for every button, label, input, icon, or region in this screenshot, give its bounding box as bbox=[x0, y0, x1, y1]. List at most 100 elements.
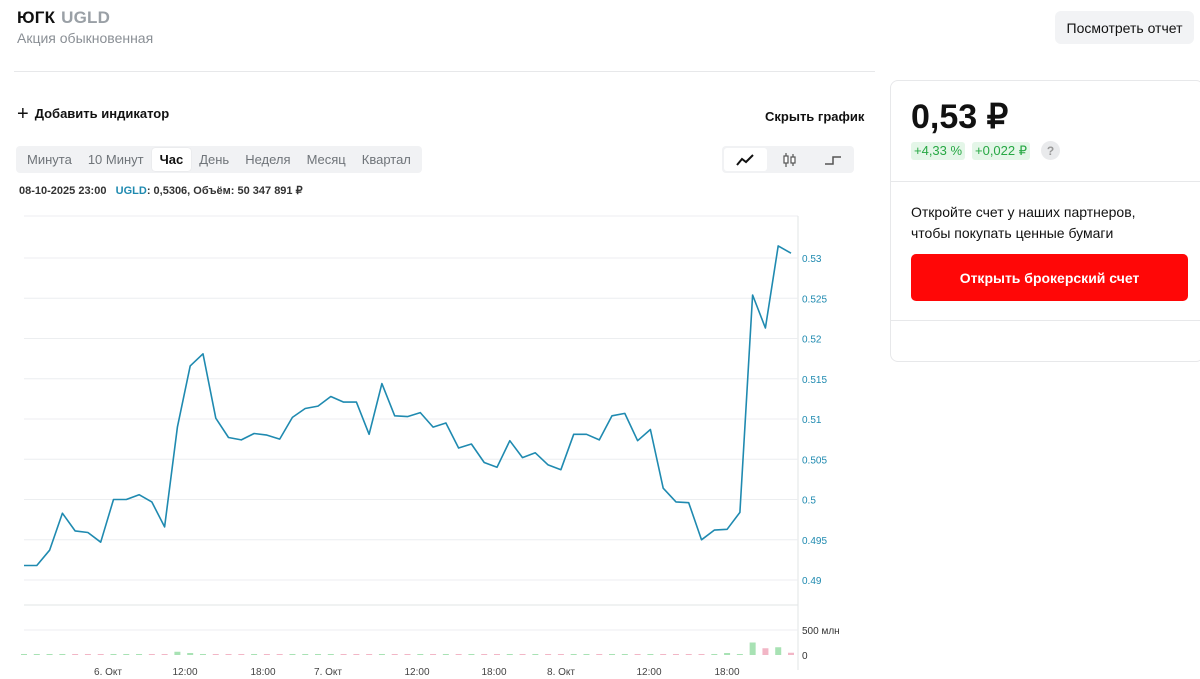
candlestick-icon bbox=[783, 152, 796, 167]
quote-panel: 0,53 ₽ +4,33 % +0,022 ₽ ? Откройте счет … bbox=[890, 80, 1200, 362]
volume-bar bbox=[136, 654, 143, 655]
volume-bar bbox=[736, 654, 743, 655]
volume-tick-label: 500 млн bbox=[802, 626, 840, 637]
volume-bar bbox=[123, 654, 130, 655]
promo-text: Откройте счет у наших партнеров, чтобы п… bbox=[911, 204, 1136, 241]
volume-bar bbox=[775, 647, 782, 655]
volume-bar bbox=[596, 654, 603, 655]
period-minute[interactable]: Минута bbox=[27, 152, 72, 167]
volume-bar bbox=[391, 654, 398, 655]
step-chart-button[interactable] bbox=[811, 146, 854, 173]
add-indicator-label: Добавить индикатор bbox=[34, 106, 170, 121]
volume-bar bbox=[468, 654, 475, 655]
volume-bar bbox=[557, 654, 564, 655]
volume-bar bbox=[519, 654, 526, 655]
volume-bar bbox=[430, 654, 437, 655]
volume-bar bbox=[404, 654, 411, 655]
volume-tick-label: 0 bbox=[802, 651, 808, 662]
x-tick-label: 12:00 bbox=[636, 667, 661, 678]
x-tick-label: 12:00 bbox=[404, 667, 429, 678]
x-tick-label: 18:00 bbox=[481, 667, 506, 678]
volume-bar bbox=[762, 648, 769, 655]
x-tick-label: 7. Окт bbox=[314, 667, 342, 678]
stock-title: ЮГК UGLD bbox=[17, 8, 110, 28]
volume-bar bbox=[570, 654, 577, 655]
candlestick-button[interactable] bbox=[769, 146, 812, 173]
x-tick-label: 18:00 bbox=[250, 667, 275, 678]
volume-bar bbox=[59, 654, 66, 655]
volume-bar bbox=[110, 654, 117, 655]
volume-bar bbox=[788, 652, 794, 655]
x-tick-label: 12:00 bbox=[172, 667, 197, 678]
volume-bar bbox=[417, 654, 424, 655]
company-name: ЮГК bbox=[17, 8, 56, 27]
price-tick-label: 0.51 bbox=[802, 415, 822, 426]
period-month[interactable]: Месяц bbox=[306, 152, 346, 167]
period-week[interactable]: Неделя bbox=[245, 152, 291, 167]
volume-bar bbox=[621, 654, 628, 655]
volume-bar bbox=[327, 654, 334, 655]
volume-bar bbox=[749, 642, 756, 655]
chart-type-selector bbox=[722, 146, 854, 173]
volume-bar bbox=[225, 654, 232, 655]
volume-bar bbox=[481, 654, 488, 655]
volume-bar bbox=[685, 654, 692, 655]
volume-bar bbox=[647, 654, 654, 655]
volume-bar bbox=[187, 653, 194, 655]
volume-bar bbox=[609, 654, 616, 655]
panel-divider-top bbox=[891, 181, 1200, 182]
panel-divider-bottom bbox=[891, 320, 1200, 321]
security-type: Акция обыкновенная bbox=[17, 30, 154, 46]
volume-bar bbox=[366, 654, 373, 655]
volume-bar bbox=[634, 654, 641, 655]
volume-bar bbox=[199, 654, 206, 655]
price-tick-label: 0.52 bbox=[802, 335, 822, 346]
chart-info-bar: 08-10-2025 23:00 UGLD: 0,5306, Объём: 50… bbox=[19, 184, 303, 197]
volume-bar bbox=[161, 654, 168, 655]
price-line bbox=[24, 245, 792, 567]
ticker-symbol: UGLD bbox=[61, 8, 111, 27]
help-icon[interactable]: ? bbox=[1041, 141, 1060, 160]
volume-bar bbox=[212, 654, 219, 655]
change-percent-badge: +4,33 % bbox=[911, 142, 966, 160]
period-quarter[interactable]: Квартал bbox=[361, 152, 411, 167]
info-datetime: 08-10-2025 23:00 bbox=[19, 185, 107, 197]
volume-bar bbox=[174, 651, 181, 655]
price-chart[interactable]: 0.53 0.525 0.52 0.515 0.51 0.505 0.5 0.495 0.49 5… bbox=[0, 200, 860, 679]
volume-bar bbox=[493, 654, 500, 655]
info-ticker: UGLD bbox=[115, 185, 147, 197]
line-chart-button[interactable] bbox=[724, 148, 767, 171]
volume-bar bbox=[238, 654, 245, 655]
volume-bar bbox=[97, 654, 104, 655]
volume-bar bbox=[698, 654, 705, 655]
volume-bar bbox=[289, 654, 296, 655]
header-divider bbox=[14, 71, 875, 72]
volume-bar bbox=[532, 654, 539, 655]
volume-bar bbox=[340, 654, 347, 655]
open-brokerage-account-button[interactable]: Открыть брокерский счет bbox=[911, 254, 1188, 301]
price-tick-label: 0.49 bbox=[802, 576, 822, 587]
volume-bar bbox=[148, 654, 155, 655]
info-details: : 0,5306, Объём: 50 347 891 ₽ bbox=[146, 185, 303, 197]
volume-bar bbox=[276, 654, 283, 655]
period-selector: Минута 10 Минут Час День Неделя Месяц Кв… bbox=[16, 146, 422, 173]
x-tick-label: 8. Окт bbox=[547, 667, 575, 678]
price-tick-label: 0.505 bbox=[802, 455, 827, 466]
price-tick-label: 0.53 bbox=[802, 254, 822, 265]
period-hour[interactable]: Час bbox=[151, 148, 192, 171]
volume-bar bbox=[353, 654, 360, 655]
period-day[interactable]: День bbox=[199, 152, 230, 167]
price-tick-label: 0.515 bbox=[802, 375, 827, 386]
volume-bar bbox=[506, 654, 513, 655]
price-tick-label: 0.5 bbox=[802, 496, 816, 507]
hide-chart-button[interactable]: Скрыть график bbox=[765, 109, 865, 124]
current-price: 0,53 ₽ bbox=[911, 98, 1009, 136]
volume-bar bbox=[84, 654, 91, 655]
plus-icon: + bbox=[17, 102, 29, 125]
period-10-minutes[interactable]: 10 Минут bbox=[87, 152, 144, 167]
add-indicator-button[interactable]: + Добавить индикатор bbox=[17, 102, 170, 125]
volume-bar bbox=[545, 654, 552, 655]
view-report-button[interactable]: Посмотреть отчет bbox=[1055, 11, 1194, 44]
volume-bar bbox=[378, 654, 385, 655]
volume-bar bbox=[21, 654, 27, 655]
